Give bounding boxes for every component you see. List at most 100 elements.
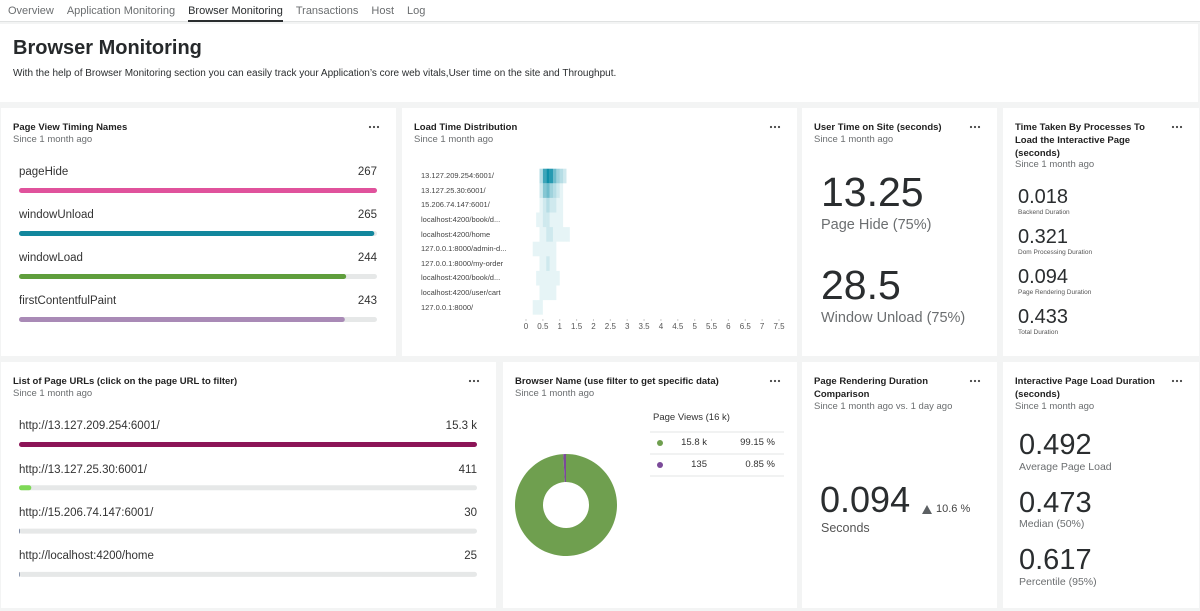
- heat-cell: [552, 197, 557, 213]
- heat-cell: [563, 168, 567, 184]
- row-label: 13.127.209.254:6001/: [421, 171, 494, 181]
- metric-label: Total Duration: [1018, 328, 1059, 336]
- donut-slice: [563, 454, 566, 483]
- row-label: localhost:4200/user/cart: [421, 288, 501, 298]
- widget-menu[interactable]: [969, 376, 981, 386]
- item-value: 243: [357, 295, 377, 308]
- heat-cell: [546, 227, 550, 242]
- legend-views: 135: [691, 459, 707, 471]
- widget: Time Taken By Processes To Load the Inte…: [1003, 108, 1199, 356]
- x-tick-label: 2: [591, 322, 596, 331]
- metric-value: 0.433: [1018, 306, 1069, 328]
- tab-bar: Overview Application Monitoring Browser Mo…: [0, 0, 1200, 22]
- metric-value: 0.617: [1019, 543, 1092, 576]
- widget-marks: [922, 505, 932, 514]
- heat-cell: [552, 227, 557, 242]
- heat-cell: [536, 300, 540, 315]
- heat-cell: [552, 183, 557, 198]
- heat-cell: [539, 285, 543, 301]
- tab[interactable]: Host: [371, 5, 395, 17]
- tab[interactable]: Transactions: [295, 5, 359, 17]
- metric-label: Median (50%): [1019, 517, 1085, 530]
- widget-menu[interactable]: [969, 122, 981, 132]
- heat-cell: [556, 270, 560, 286]
- x-tick-label: 0: [524, 322, 529, 331]
- metric-label: Page Hide (75%): [821, 216, 932, 233]
- widget-menu[interactable]: [769, 122, 781, 132]
- item-label: firstContentfulPaint: [19, 295, 117, 308]
- heat-cell: [539, 197, 543, 213]
- x-tick-label: 4.5: [672, 322, 684, 331]
- x-tick-label: 5.5: [706, 322, 718, 331]
- tab[interactable]: Browser Monitoring: [188, 0, 283, 22]
- widget-subtitle: Since 1 month ago: [515, 388, 595, 399]
- heat-cell: [539, 183, 543, 198]
- heat-cell: [552, 212, 557, 228]
- widget: Browser Name (use filter to get specific…: [503, 362, 797, 608]
- metric-value: 0.492: [1019, 428, 1092, 461]
- heat-cell: [536, 212, 540, 228]
- metric-unit: Seconds: [821, 520, 870, 535]
- heat-cell: [539, 212, 543, 228]
- widget-title: Time Taken By Processes To Load the Inte…: [1015, 122, 1145, 159]
- item-value: 25: [464, 550, 477, 563]
- item-value: 30: [464, 506, 477, 519]
- widget: Page Rendering Duration Comparison Since…: [802, 362, 997, 608]
- heat-cell: [566, 227, 570, 242]
- tab[interactable]: Overview: [8, 5, 54, 17]
- heat-cell: [552, 168, 557, 184]
- heat-cell: [542, 212, 547, 228]
- x-tick-label: 6.5: [740, 322, 752, 331]
- heat-cell: [559, 168, 564, 184]
- x-tick-label: 2.5: [605, 322, 617, 331]
- heat-cell: [542, 270, 547, 286]
- metric-value: 0.094: [1018, 266, 1069, 288]
- widget-subtitle: Since 1 month ago: [1015, 159, 1095, 170]
- metric-label: Percentile (95%): [1019, 575, 1097, 588]
- widget-subtitle: Since 1 month ago: [814, 134, 894, 145]
- widget-menu[interactable]: [1171, 122, 1183, 132]
- item-label: windowUnload: [19, 209, 94, 222]
- widget-title: Page Rendering Duration Comparison: [814, 376, 929, 400]
- heat-cell: [552, 241, 557, 257]
- heat-cell: [546, 212, 550, 228]
- header: Browser Monitoring With the help of Brow…: [0, 24, 1198, 102]
- row-label: 15.206.74.147:6001/: [421, 200, 490, 210]
- heat-cell: [542, 183, 547, 198]
- tab[interactable]: Log: [407, 5, 426, 17]
- heat-cell: [542, 241, 547, 257]
- widget-menu[interactable]: [368, 122, 380, 132]
- heat-cell: [549, 241, 553, 257]
- widget-menu[interactable]: [1171, 376, 1183, 386]
- widget-menu[interactable]: [769, 376, 781, 386]
- heat-cell: [549, 270, 553, 286]
- heat-cell: [549, 227, 553, 242]
- heat-cell: [539, 270, 543, 286]
- x-tick-label: 3: [625, 322, 630, 331]
- heat-cell: [559, 183, 564, 198]
- x-tick-label: 7: [760, 322, 765, 331]
- tab[interactable]: Application Monitoring: [66, 5, 176, 17]
- metric-value: 13.25: [821, 168, 924, 215]
- heat-cell: [542, 227, 547, 242]
- heat-cell: [549, 212, 553, 228]
- heat-cell: [549, 183, 553, 198]
- heat-cell: [546, 197, 550, 213]
- bar-track: [19, 528, 477, 534]
- bar: [19, 485, 32, 491]
- widget: User Time on Site (seconds) Since 1 mont…: [802, 108, 997, 356]
- metric-label: Dom Processing Duration: [1018, 248, 1093, 256]
- row-label: 127.0.0.1:8000/my-order: [421, 258, 504, 268]
- metric-value: 0.094: [820, 479, 911, 520]
- row-label: 13.127.25.30:6001/: [421, 185, 486, 195]
- heat-cell: [546, 241, 550, 257]
- page-title: Browser Monitoring: [13, 37, 202, 59]
- heat-cell: [542, 197, 547, 213]
- widget-menu[interactable]: [468, 376, 480, 386]
- heat-cell: [556, 168, 560, 184]
- row-label: 127.0.0.1:8000/admin-d...: [421, 244, 507, 254]
- widget-marks: [19, 442, 477, 577]
- item-label: http://localhost:4200/home: [19, 550, 154, 563]
- heat-cell: [539, 227, 543, 242]
